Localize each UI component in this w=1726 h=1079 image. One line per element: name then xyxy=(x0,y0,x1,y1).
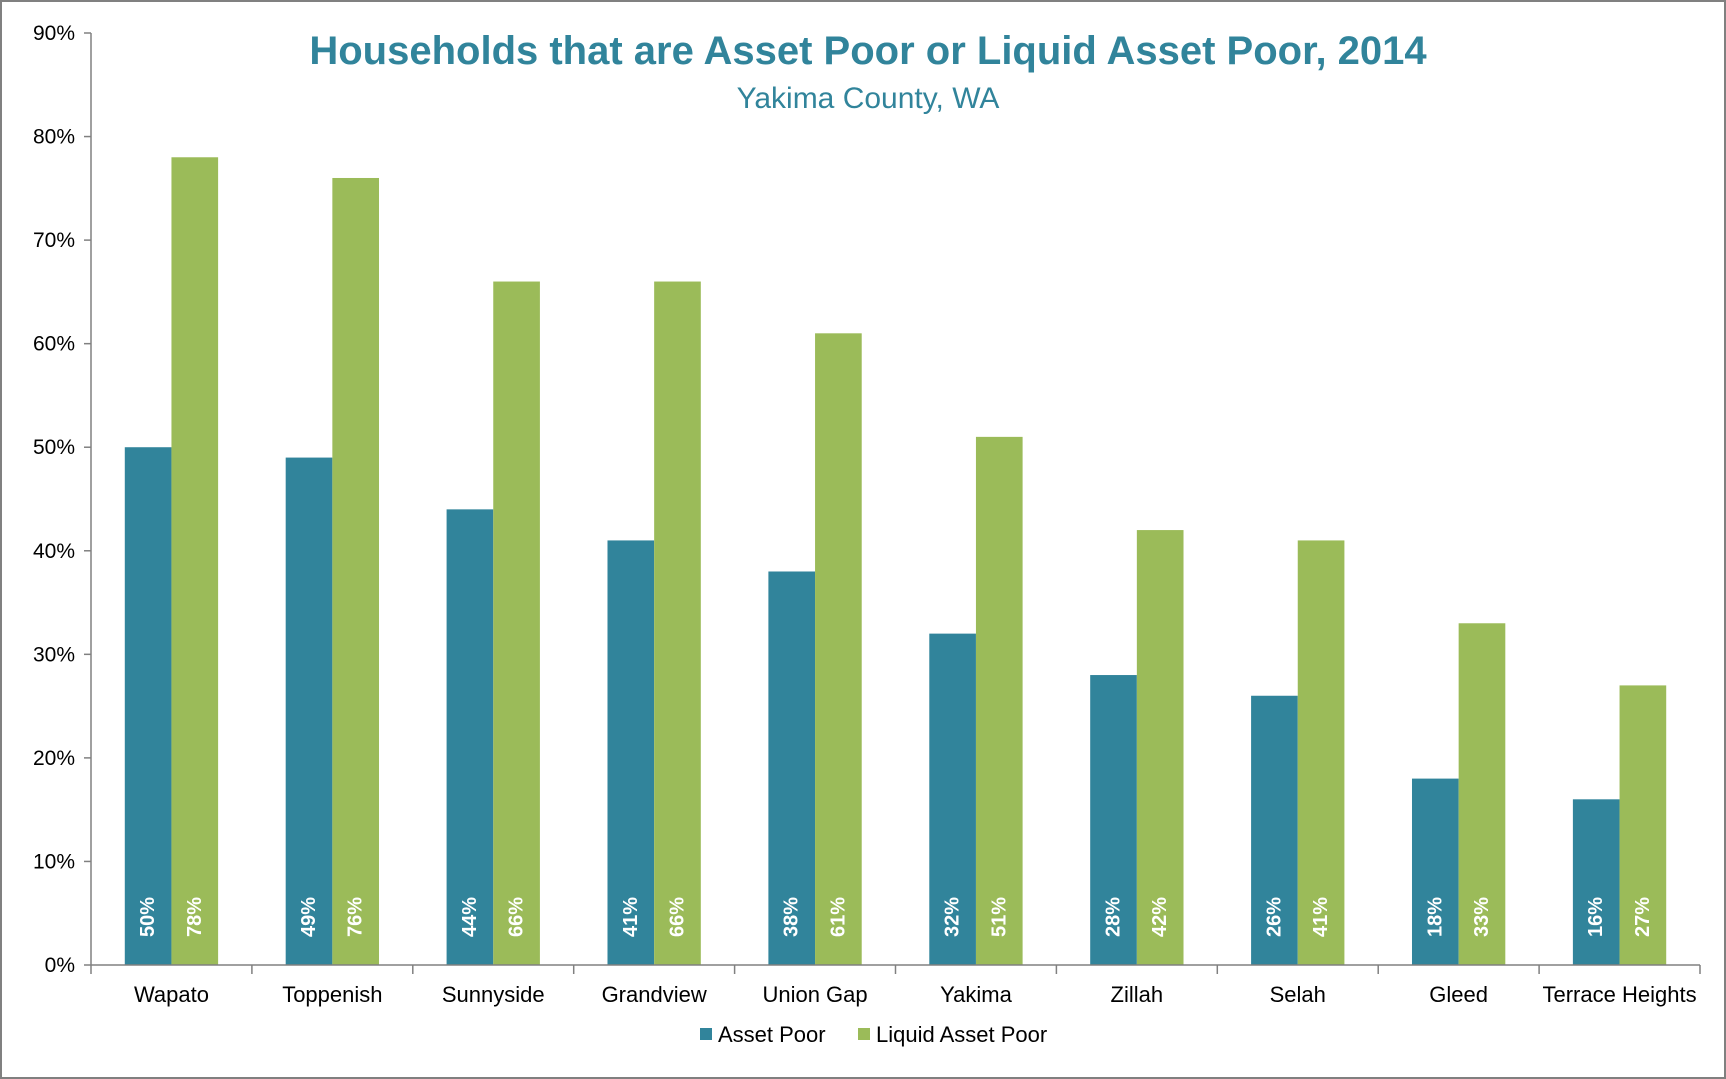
bar xyxy=(332,177,380,965)
bar-value-label: 44% xyxy=(459,897,481,937)
x-tick-label: Sunnyside xyxy=(442,982,545,1007)
bar-value-label: 66% xyxy=(666,897,688,937)
bar xyxy=(171,157,219,965)
y-axis: 0% 10% 20% 30% 40% 50% 60% 70% 80% 90% xyxy=(33,22,92,977)
legend-label: Asset Poor xyxy=(718,1022,826,1047)
bar xyxy=(1572,799,1620,965)
bar xyxy=(493,281,540,965)
bar-value-label: 66% xyxy=(506,897,528,937)
bar xyxy=(1297,540,1345,965)
bar-value-label: 41% xyxy=(620,897,642,937)
bar-value-label: 16% xyxy=(1585,897,1607,937)
x-tick-label: Selah xyxy=(1270,982,1326,1007)
x-tick-label: Grandview xyxy=(602,982,707,1007)
bar-value-label: 27% xyxy=(1632,897,1654,937)
x-tick-label: Toppenish xyxy=(282,982,382,1007)
y-tick-label: 50% xyxy=(33,436,75,459)
bar-value-label: 50% xyxy=(137,897,159,937)
bar xyxy=(124,447,172,965)
y-tick-label: 80% xyxy=(33,126,75,149)
x-axis: Wapato Toppenish Sunnyside Grandview Union G… xyxy=(90,964,1701,1007)
y-tick-label: 70% xyxy=(33,229,75,252)
x-tick-label: Gleed xyxy=(1429,982,1488,1007)
bar xyxy=(607,540,655,965)
bar xyxy=(1619,685,1667,965)
x-tick-label: Union Gap xyxy=(762,982,867,1007)
bar-value-label: 28% xyxy=(1103,897,1125,937)
bar-value-label: 51% xyxy=(988,897,1010,937)
legend-label: Liquid Asset Poor xyxy=(876,1022,1047,1047)
bar-value-label: 76% xyxy=(345,897,367,937)
y-tick-label: 30% xyxy=(33,643,75,666)
x-tick-label: Wapato xyxy=(134,982,209,1007)
bar xyxy=(446,509,494,965)
y-tick-label: 10% xyxy=(33,850,75,873)
bar xyxy=(1251,695,1298,965)
bar xyxy=(285,457,333,965)
bar-value-label: 78% xyxy=(184,897,206,937)
bar-value-label: 38% xyxy=(781,897,803,937)
bar xyxy=(1411,778,1459,965)
x-tick-label: Terrace Heights xyxy=(1543,982,1697,1007)
bar xyxy=(1136,530,1184,965)
bars: 50% 49% 44% 41% 38% 32% 28% 26% 18% 16% 78% 76% 66% 6… xyxy=(124,157,1667,965)
bar-value-label: 42% xyxy=(1149,897,1171,937)
bar-value-label: 49% xyxy=(298,897,320,937)
bar xyxy=(975,436,1023,965)
bar xyxy=(1090,675,1137,965)
bar xyxy=(1458,623,1506,965)
legend-swatch xyxy=(700,1028,712,1040)
chart-title: Households that are Asset Poor or Liquid… xyxy=(309,29,1427,73)
y-tick-label: 40% xyxy=(33,540,75,563)
bar xyxy=(929,633,976,965)
x-tick-label: Yakima xyxy=(940,982,1012,1007)
legend-swatch xyxy=(858,1028,870,1040)
bar-value-label: 41% xyxy=(1310,897,1332,937)
bar-value-label: 33% xyxy=(1471,897,1493,937)
bar xyxy=(768,571,816,965)
bar-value-label: 61% xyxy=(827,897,849,937)
bar xyxy=(815,333,862,965)
chart-subtitle: Yakima County, WA xyxy=(737,82,1000,115)
y-tick-label: 0% xyxy=(45,954,75,977)
y-tick-label: 20% xyxy=(33,747,75,770)
legend: Asset Poor Liquid Asset Poor xyxy=(700,1022,1047,1047)
y-tick-label: 60% xyxy=(33,333,75,356)
x-tick-label: Zillah xyxy=(1111,982,1164,1007)
bar-value-label: 32% xyxy=(942,897,964,937)
bar xyxy=(654,281,701,965)
y-tick-label: 90% xyxy=(33,22,75,45)
bar-value-label: 18% xyxy=(1424,897,1446,937)
bar-value-label: 26% xyxy=(1263,897,1285,937)
